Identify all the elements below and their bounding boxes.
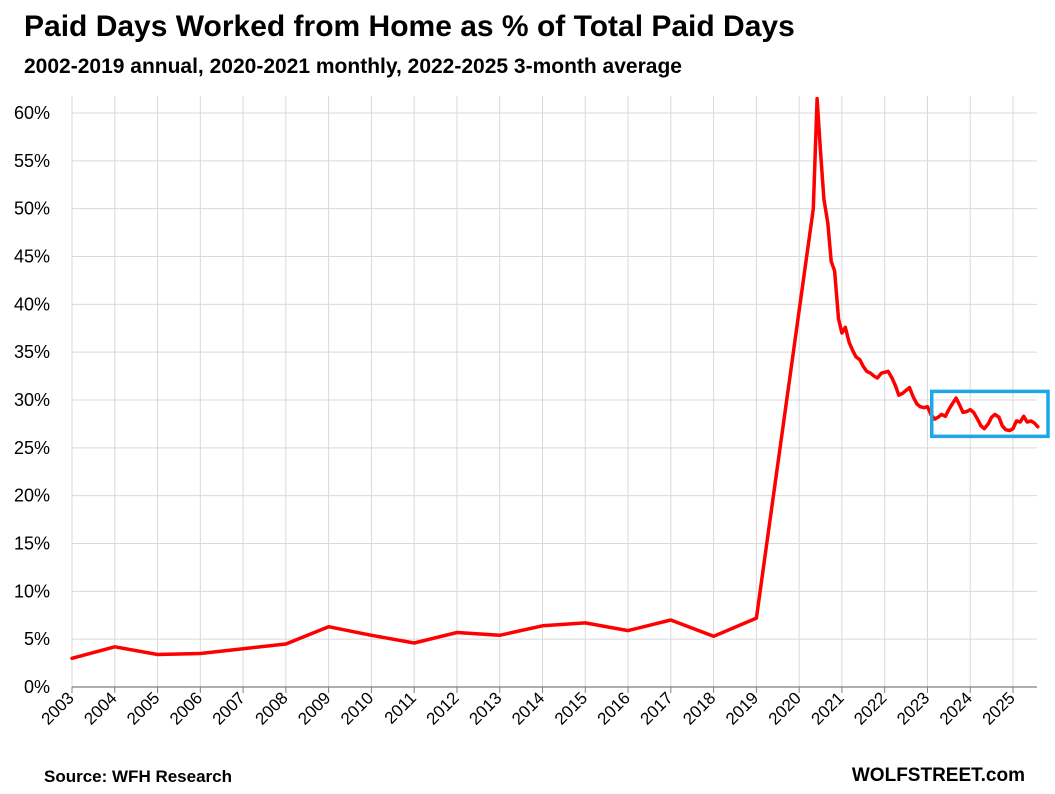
x-tick-label: 2007 <box>209 688 249 728</box>
y-tick-label: 20% <box>14 486 50 506</box>
x-axis-ticks: 2003 2004 2005 2006 2007 2008 2009 2010 2011 2012… <box>38 688 1019 728</box>
x-tick-label: 2018 <box>679 688 719 728</box>
x-tick-label: 2008 <box>252 688 292 728</box>
x-tick-label: 2009 <box>294 688 334 728</box>
series-line <box>70 96 1040 661</box>
x-tick-label: 2019 <box>722 688 762 728</box>
x-tick-label: 2016 <box>594 688 634 728</box>
gridlines <box>71 96 1037 693</box>
x-tick-label: 2023 <box>893 688 933 728</box>
chart-subtitle: 2002-2019 annual, 2020-2021 monthly, 202… <box>24 55 682 78</box>
y-axis-ticks: 0% 5% 10% 15% 20% 25% 30% 35% 40% 45% 50% 55% 60% <box>14 103 50 697</box>
x-tick-label: 2014 <box>508 688 548 728</box>
x-tick-label: 2005 <box>123 688 163 728</box>
x-tick-label: 2017 <box>636 688 676 728</box>
x-tick-label: 2004 <box>80 688 120 728</box>
y-tick-label: 40% <box>14 294 50 314</box>
x-tick-label: 2013 <box>465 688 505 728</box>
brand-logo-text: WOLFSTREET.com <box>851 765 1025 786</box>
y-tick-label: 5% <box>24 629 50 649</box>
x-tick-label: 2011 <box>381 688 420 727</box>
overlay-layer <box>929 389 1050 439</box>
x-tick-label: 2015 <box>551 688 591 728</box>
x-tick-label: 2024 <box>936 688 976 728</box>
y-tick-label: 10% <box>14 581 50 601</box>
y-tick-label: 0% <box>24 677 50 697</box>
y-tick-label: 25% <box>14 438 50 458</box>
x-tick-label: 2025 <box>979 688 1019 728</box>
x-tick-label: 2006 <box>166 688 206 728</box>
chart-title: Paid Days Worked from Home as % of Total… <box>24 10 795 43</box>
x-tick-label: 2012 <box>423 688 463 728</box>
x-tick-label: 2022 <box>850 688 890 728</box>
y-tick-label: 35% <box>14 342 50 362</box>
series-layer <box>70 96 1040 661</box>
y-tick-label: 50% <box>14 199 50 219</box>
y-tick-label: 45% <box>14 247 50 267</box>
y-tick-label: 60% <box>14 103 50 123</box>
source-note: Source: WFH Research <box>44 767 232 786</box>
x-tick-label: 2010 <box>337 688 377 728</box>
highlight-box <box>929 389 1050 439</box>
y-tick-label: 15% <box>14 534 50 554</box>
x-tick-label: 2021 <box>808 688 848 728</box>
y-tick-label: 30% <box>14 390 50 410</box>
x-tick-label: 2020 <box>765 688 805 728</box>
y-tick-label: 55% <box>14 151 50 171</box>
